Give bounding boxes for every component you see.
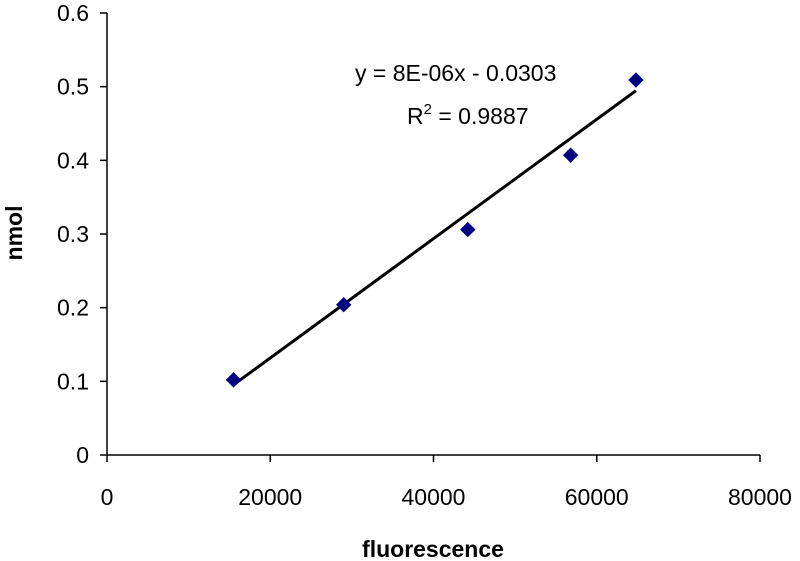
- trendline-group: [232, 89, 637, 387]
- trendline-r-squared: R2 = 0.9887: [407, 101, 529, 129]
- x-tick-label: 40000: [402, 484, 466, 510]
- y-tick-label: 0.4: [57, 147, 89, 173]
- y-tick-label: 0.3: [57, 221, 89, 247]
- y-axis-title: nmol: [1, 206, 27, 261]
- y-tick-label: 0.6: [57, 0, 89, 26]
- y-ticks: 0 0.1 0.2 0.3 0.4 0.5 0.6: [57, 0, 107, 468]
- y-tick-label: 0.5: [57, 74, 89, 100]
- x-tick-label: 80000: [728, 484, 792, 510]
- data-point-diamond: [562, 147, 579, 163]
- y-tick-label: 0.1: [57, 368, 89, 394]
- data-point-diamond: [460, 221, 476, 238]
- y-tick-label: 0.2: [57, 295, 89, 321]
- y-tick-label: 0: [76, 442, 89, 468]
- x-tick-label: 0: [101, 484, 114, 510]
- r-squared-base: R: [407, 103, 424, 129]
- data-point-diamond: [628, 72, 644, 88]
- x-ticks: 0 20000 40000 60000 80000: [101, 455, 792, 510]
- trendline-equation: y = 8E-06x - 0.0303: [355, 60, 556, 86]
- data-points: [225, 72, 644, 388]
- x-axis-title: fluorescence: [362, 536, 504, 561]
- x-tick-label: 20000: [238, 484, 302, 510]
- x-tick-label: 60000: [565, 484, 629, 510]
- linear-trendline: [232, 89, 637, 387]
- data-point-diamond: [225, 372, 242, 388]
- data-point-diamond: [336, 297, 352, 313]
- r-squared-value: = 0.9887: [432, 103, 529, 129]
- r-squared-superscript: 2: [424, 101, 432, 118]
